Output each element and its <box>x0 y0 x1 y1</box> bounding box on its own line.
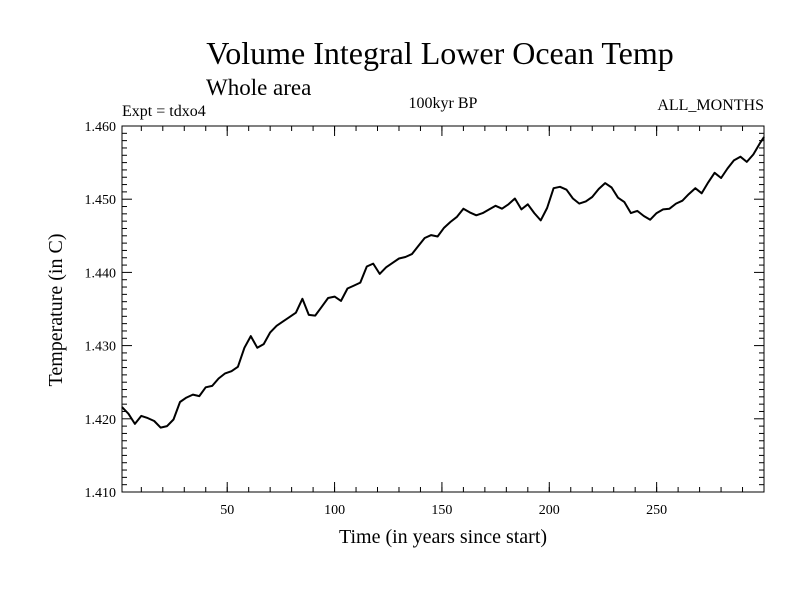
x-axis-label: Time (in years since start) <box>339 526 547 548</box>
y-tick-label: 1.460 <box>85 120 117 135</box>
period-label: 100kyr BP <box>409 95 478 112</box>
x-tick-label: 200 <box>539 503 560 518</box>
x-tick-label: 250 <box>646 503 667 518</box>
plot-frame <box>121 125 765 493</box>
x-tick-label: 50 <box>220 503 234 518</box>
series-line <box>121 136 765 429</box>
y-tick-label: 1.430 <box>85 340 117 355</box>
y-tick-label: 1.420 <box>85 413 117 428</box>
y-tick-label: 1.450 <box>85 193 117 208</box>
axis-ticks <box>122 125 764 493</box>
x-tick-label: 100 <box>324 503 345 518</box>
y-tick-label: 1.440 <box>85 266 117 281</box>
experiment-label: Expt = tdxo4 <box>122 103 206 120</box>
months-label: ALL_MONTHS <box>657 97 764 114</box>
x-tick-label: 150 <box>431 503 452 518</box>
tick-labels: 50 100 150 200 250 1.410 1.420 1.430 1.440 1.450 1… <box>85 120 668 518</box>
y-axis-label: Temperature (in C) <box>45 234 67 387</box>
chart-subtitle: Whole area <box>206 75 311 100</box>
chart-title: Volume Integral Lower Ocean Temp <box>206 35 674 71</box>
y-tick-label: 1.410 <box>85 486 117 501</box>
